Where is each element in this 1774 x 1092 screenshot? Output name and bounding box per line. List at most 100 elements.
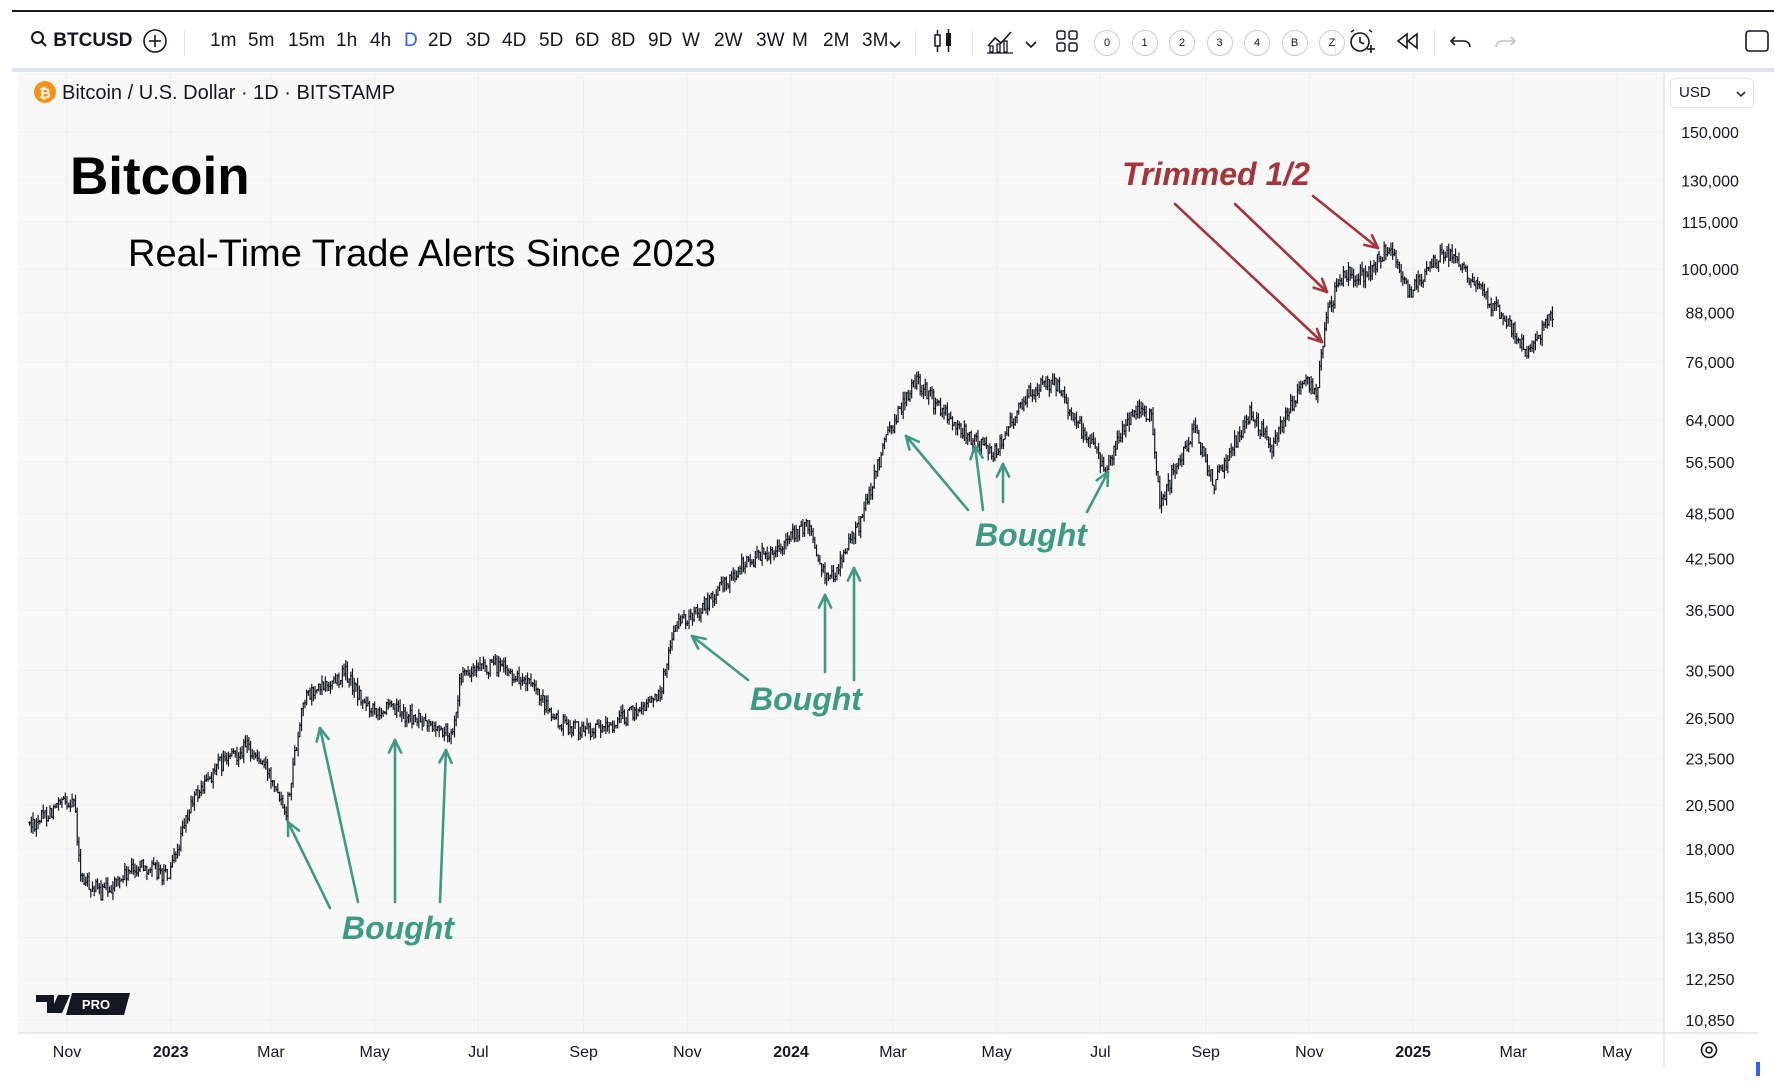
time-axis-labels: Nov 2023 Mar May Jul Sep Nov 2024 Mar May Jul Sep No… bbox=[53, 1044, 1632, 1061]
time-tick-label: Mar bbox=[879, 1044, 907, 1061]
interval-8d[interactable]: 8D bbox=[611, 30, 636, 51]
toolbar-divider bbox=[972, 30, 973, 56]
bought-arrow-head bbox=[904, 434, 921, 444]
interval-5m[interactable]: 5m bbox=[248, 30, 275, 51]
layout-slot-1[interactable]: 1 bbox=[1131, 30, 1158, 56]
bought-arrow-head bbox=[393, 738, 403, 754]
search-icon bbox=[31, 31, 47, 47]
price-scale-background bbox=[1664, 73, 1758, 1033]
bought-arrow-head bbox=[852, 566, 862, 582]
add-symbol-icon[interactable] bbox=[140, 26, 170, 56]
bought-arrow-head bbox=[387, 738, 397, 754]
trimmed-arrow-head bbox=[1315, 327, 1324, 344]
time-tick-label: May bbox=[982, 1044, 1012, 1061]
bought-arrow-shaft bbox=[438, 748, 448, 904]
chart-subtitle: Real-Time Trade Alerts Since 2023 bbox=[128, 233, 716, 275]
interval-5d[interactable]: 5D bbox=[539, 30, 564, 51]
replay-rewind-icon[interactable] bbox=[1392, 26, 1424, 56]
price-tick-label: 13,850 bbox=[1686, 930, 1735, 947]
window-top-border bbox=[12, 10, 1774, 12]
price-tick-label: 30,500 bbox=[1686, 664, 1735, 681]
interval-4h[interactable]: 4h bbox=[370, 30, 392, 51]
price-tick-label: 130,000 bbox=[1681, 173, 1739, 190]
interval-3w[interactable]: 3W bbox=[756, 30, 785, 51]
annotation-arrows bbox=[286, 194, 1380, 910]
bought-arrow-head bbox=[904, 434, 911, 451]
price-tick-label: 64,000 bbox=[1686, 413, 1735, 430]
indicators-chevron-down-icon[interactable] bbox=[1024, 29, 1038, 59]
settings-gear-icon[interactable] bbox=[1700, 1041, 1718, 1059]
bought-arrow-shaft bbox=[1085, 470, 1110, 514]
price-tick-label: 42,500 bbox=[1686, 551, 1735, 568]
interval-15m[interactable]: 15m bbox=[288, 30, 325, 51]
layout-slot-4[interactable]: 4 bbox=[1244, 30, 1270, 56]
price-tick-label: 15,600 bbox=[1686, 890, 1735, 907]
interval-1h[interactable]: 1h bbox=[336, 30, 358, 51]
bought-label-3: Bought bbox=[975, 517, 1088, 553]
bought-arrow bbox=[904, 434, 970, 512]
currency-select[interactable]: USD bbox=[1670, 78, 1754, 108]
bought-arrow bbox=[690, 634, 750, 682]
toolbar-divider bbox=[184, 30, 185, 56]
layout-slot-0[interactable]: 0 bbox=[1094, 30, 1120, 56]
symbol-label: BTCUSD bbox=[53, 30, 133, 51]
candles-chart-type-icon[interactable] bbox=[928, 26, 958, 56]
time-tick-label: 2024 bbox=[773, 1044, 809, 1061]
price-tick-label: 115,000 bbox=[1682, 215, 1739, 232]
trimmed-arrow-shaft bbox=[1311, 194, 1380, 250]
interval-9d[interactable]: 9D bbox=[648, 30, 673, 51]
time-tick-label: Jul bbox=[468, 1044, 488, 1061]
price-tick-label: 56,500 bbox=[1686, 455, 1735, 472]
bought-arrow bbox=[387, 738, 403, 904]
layout-grid-icon[interactable] bbox=[1052, 26, 1082, 56]
trimmed-arrow bbox=[1173, 202, 1324, 344]
scroll-indicator bbox=[1756, 1062, 1760, 1076]
bought-arrow bbox=[969, 444, 985, 512]
more-intervals-chevron-down-icon[interactable] bbox=[888, 29, 902, 59]
legend[interactable]: ₿ Bitcoin / U.S. Dollar · 1D · BITSTAMP bbox=[34, 81, 395, 104]
bought-arrow-head bbox=[318, 726, 330, 741]
interval-2w[interactable]: 2W bbox=[714, 30, 743, 51]
layout-slot-z[interactable]: Z bbox=[1319, 30, 1345, 56]
bought-arrow-head bbox=[1095, 470, 1110, 482]
time-tick-label: 2023 bbox=[153, 1044, 189, 1061]
time-tick-label: Jul bbox=[1090, 1044, 1110, 1061]
price-tick-label: 20,500 bbox=[1686, 798, 1735, 815]
bought-arrow-head bbox=[315, 726, 322, 743]
interval-1m[interactable]: 1m bbox=[210, 30, 237, 51]
bought-arrow-head bbox=[973, 444, 984, 460]
chart-toolbar: BTCUSD 1m 5m 15m 1h 4h D 2D 3D 4D 5D 6D 8D 9D W 2W 3W M 2… bbox=[12, 12, 1774, 70]
interval-2m[interactable]: 2M bbox=[823, 30, 850, 51]
fullscreen-icon[interactable] bbox=[1740, 26, 1770, 56]
bought-arrow-head bbox=[823, 593, 833, 609]
interval-m[interactable]: M bbox=[792, 30, 808, 51]
redo-icon[interactable] bbox=[1490, 26, 1520, 56]
price-tick-label: 100,000 bbox=[1681, 262, 1739, 279]
interval-2d[interactable]: 2D bbox=[428, 30, 453, 51]
symbol-search-button[interactable]: BTCUSD bbox=[30, 26, 132, 56]
plot-area-background bbox=[18, 73, 1664, 1033]
alert-clock-icon[interactable] bbox=[1346, 26, 1378, 56]
time-tick-label: May bbox=[1602, 1044, 1632, 1061]
tradingview-logo: PRO bbox=[36, 993, 130, 1015]
interval-3m[interactable]: 3M bbox=[862, 30, 889, 51]
price-series bbox=[28, 241, 1554, 901]
bought-arrow-head bbox=[969, 444, 977, 461]
interval-4d[interactable]: 4D bbox=[502, 30, 527, 51]
undo-icon[interactable] bbox=[1446, 26, 1476, 56]
bought-arrow bbox=[286, 820, 332, 910]
bought-arrow bbox=[1085, 470, 1110, 514]
grid-lines bbox=[18, 73, 1664, 1033]
layout-slot-b[interactable]: B bbox=[1281, 30, 1308, 56]
interval-6d[interactable]: 6D bbox=[575, 30, 600, 51]
layout-slot-3[interactable]: 3 bbox=[1206, 30, 1233, 56]
trimmed-arrow-head bbox=[1363, 243, 1380, 250]
layout-slot-2[interactable]: 2 bbox=[1169, 30, 1195, 56]
time-tick-label: Mar bbox=[257, 1044, 285, 1061]
interval-d[interactable]: D bbox=[404, 30, 418, 51]
interval-3d[interactable]: 3D bbox=[466, 30, 491, 51]
time-tick-label: Mar bbox=[1500, 1044, 1528, 1061]
bought-arrow-head bbox=[286, 820, 301, 832]
indicators-icon[interactable] bbox=[984, 26, 1016, 56]
interval-w[interactable]: W bbox=[682, 30, 700, 51]
